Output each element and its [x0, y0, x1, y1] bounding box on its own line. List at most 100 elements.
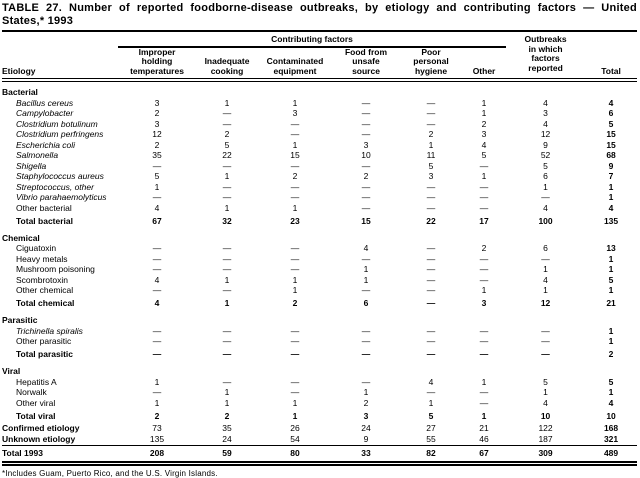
cell-value: 4 — [481, 139, 487, 150]
table-row-item: Hepatitis A 1 — — — 4 1 5 5 — [2, 377, 637, 388]
table-row-item: Salmonella 35 22 15 10 11 5 52 68 — [2, 150, 637, 161]
col-header-food-unsafe-source: Food from unsafe source — [344, 46, 388, 76]
cell-value: — — [426, 118, 436, 129]
cell-value: — — [290, 181, 300, 192]
cell-value: 5 — [481, 150, 487, 160]
cell-value: 2 — [363, 397, 369, 408]
cell-value: — — [290, 349, 300, 359]
cell-total: 1 — [608, 192, 614, 202]
cell-total: 68 — [606, 150, 616, 160]
cell-value: 12 — [540, 298, 551, 308]
cell-value: 2 — [292, 298, 298, 308]
cell-total: 4 — [608, 202, 614, 213]
cell-value: 22 — [426, 215, 436, 226]
cell-total: 168 — [603, 423, 619, 433]
cell-value: — — [290, 253, 300, 264]
cell-total: 135 — [603, 215, 619, 226]
cell-total: 1 — [608, 325, 614, 336]
cell-value: 1 — [363, 387, 369, 397]
table-row-item: Other chemical — — 1 — — 1 1 1 — [2, 285, 637, 296]
cell-value: 1 — [428, 139, 434, 150]
cell-value: — — [222, 192, 232, 202]
cell-value: 4 — [543, 97, 548, 108]
cell-value: — — [152, 192, 162, 202]
cell-total: 4 — [608, 397, 614, 408]
cell-total: 15 — [606, 139, 616, 150]
cell-value: 3 — [428, 171, 434, 181]
row-label: Vibrio parahaemolyticus — [16, 192, 107, 202]
cell-value: 24 — [222, 434, 232, 444]
cell-value: 35 — [152, 150, 162, 160]
cell-value: 1 — [292, 97, 298, 108]
table-row-total: Total parasitic — — — — — — — 2 — [2, 347, 637, 362]
cell-value: 1 — [224, 298, 230, 308]
cell-value: — — [426, 387, 436, 397]
cell-total: 1 — [608, 336, 614, 346]
cell-value: 73 — [152, 423, 162, 433]
row-label: Clostridium botulinum — [16, 118, 98, 129]
cell-value: — — [152, 285, 162, 295]
cell-value: — — [479, 181, 489, 192]
cell-value: 2 — [481, 118, 487, 129]
cell-total: 15 — [606, 129, 616, 139]
row-label: Heavy metals — [16, 253, 68, 264]
cell-value: 1 — [292, 202, 298, 213]
cell-value: — — [152, 336, 162, 346]
outbreaks-reported-header: Outbreaks in which factors reported — [524, 34, 567, 73]
cell-value: 55 — [426, 434, 436, 444]
table-title-line2: States,* 1993 — [2, 14, 74, 27]
cell-value: — — [479, 192, 489, 202]
cell-value: 1 — [224, 202, 230, 213]
cell-total: 21 — [606, 298, 616, 308]
row-label: Shigella — [16, 160, 47, 171]
cell-value: 2 — [154, 108, 160, 118]
cell-value: 2 — [154, 139, 160, 150]
table-row-summary: Unknown etiology 135 24 54 9 55 46 187 321 — [2, 434, 637, 446]
cell-value: — — [426, 192, 436, 202]
table-body: Bacterial Bacillus cereus 3 1 1— —1 4 4 Campylob… — [2, 80, 638, 466]
cell-value: — — [222, 285, 232, 295]
cell-value: — — [361, 97, 371, 108]
table-row-item: Other parasitic — — — — — — — 1 — [2, 336, 637, 347]
cell-value: — — [361, 325, 371, 336]
cell-value: — — [222, 349, 232, 359]
cell-value: 1 — [363, 274, 369, 285]
cell-value: — — [222, 118, 232, 129]
cell-value: 135 — [149, 434, 165, 444]
table-row-item: Mushroom poisoning — — — 1 — — 1 1 — [2, 264, 637, 275]
cell-value: — — [290, 376, 300, 387]
cell-value: 6 — [363, 298, 369, 308]
cell-value: 32 — [222, 215, 232, 226]
cell-value: 1 — [543, 181, 548, 192]
table-row-item: Streptococcus, other 1 — — — — — 1 1 — [2, 182, 637, 193]
row-label: Viral — [2, 366, 21, 376]
cell-value: 3 — [543, 108, 548, 118]
cell-value: — — [290, 192, 300, 202]
cell-total: 1 — [608, 387, 614, 397]
cell-value: — — [426, 349, 436, 359]
cell-value: 309 — [506, 444, 586, 466]
cell-total: 10 — [606, 410, 616, 421]
cell-value: 4 — [154, 298, 160, 308]
cell-value: — — [222, 376, 232, 387]
row-label: Hepatitis A — [16, 376, 57, 387]
cell-value: 3 — [363, 139, 369, 150]
cell-value: — — [541, 253, 550, 264]
cell-value: 1 — [543, 387, 548, 397]
cell-value: — — [222, 181, 232, 192]
table-row-item: Norwalk — 1 — 1 — — 1 1 — [2, 387, 637, 398]
cell-value: — — [361, 192, 371, 202]
header-group-row: Contributing factors Outbreaks in which … — [2, 34, 637, 72]
cell-value: — — [541, 336, 550, 346]
cell-total: 6 — [608, 108, 614, 118]
table-row-section: Parasitic — [2, 310, 637, 326]
cell-value: 2 — [224, 410, 230, 421]
col-header-contaminated-equipment: Contaminated equipment — [266, 56, 324, 76]
cell-value: 4 — [543, 274, 548, 285]
cell-value: 67 — [462, 444, 507, 466]
table-row-item: Ciguatoxin — — — 4 — 2 6 13 — [2, 243, 637, 254]
cell-value: 12 — [152, 129, 162, 139]
cell-value: 10 — [540, 410, 551, 421]
cell-value: 4 — [363, 243, 369, 253]
